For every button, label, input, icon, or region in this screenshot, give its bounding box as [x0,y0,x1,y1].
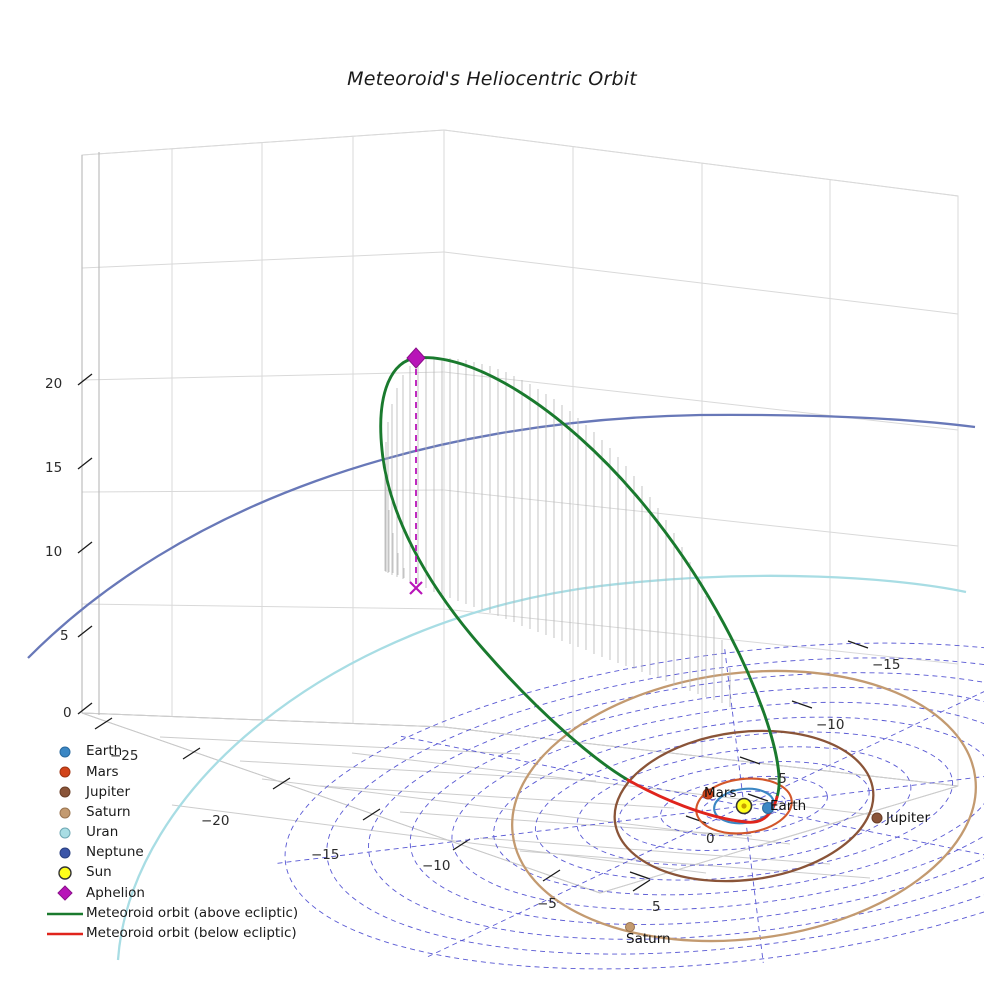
legend-item-jupiter[interactable]: Jupiter [44,782,294,802]
legend-label-saturn: Saturn [86,803,131,820]
saturn-label: Saturn [626,931,671,947]
y-axis-ticks [629,640,869,880]
neptune-marker-icon [44,843,86,863]
z-tick-label-20: 20 [45,376,63,392]
orbit-jupiter [613,729,875,883]
legend-label-sun: Sun [86,864,112,881]
aphelion-diamond-icon [44,883,86,903]
planet-marker-saturn [625,922,635,932]
z-tick-label-15: 15 [45,460,63,476]
x-tick-label-m25: −25 [110,748,139,764]
sun-marker [735,797,753,815]
mars-label: Mars [704,785,737,801]
z-axis-ticks [77,373,93,715]
pane-grid-back [81,129,445,728]
legend-label-aphelion: Aphelion [86,884,145,901]
z-tick-label-5: 5 [60,628,69,644]
orbit-uran [116,574,967,961]
sun-marker-icon [44,863,86,883]
legend-label-uran: Uran [86,824,119,841]
y-tick-label-m10: −10 [816,717,845,733]
x-tick-label-5: 5 [652,899,661,915]
legend-item-saturn[interactable]: Saturn [44,803,294,823]
z-axis-spine [81,152,100,715]
legend-item-uran[interactable]: Uran [44,823,294,843]
page-title: Meteoroid's Heliocentric Orbit [347,68,637,90]
red-line-icon [44,924,86,944]
legend-label-orbit-below: Meteoroid orbit (below ecliptic) [86,925,297,942]
meteoroid-orbit-above-ecliptic [379,356,781,799]
green-line-icon [44,904,86,924]
x-tick-label-0: 0 [706,831,715,847]
chart-legend: Earth Mars Jupiter Saturn Uran [44,742,298,944]
y-tick-label-m5: −5 [767,771,787,787]
mars-marker-icon [44,762,86,782]
uran-marker-icon [44,823,86,843]
orbit-saturn [511,669,977,943]
legend-label-neptune: Neptune [86,844,144,861]
x-tick-label-m20: −20 [201,813,230,829]
legend-item-orbit-above[interactable]: Meteoroid orbit (above ecliptic) [44,904,298,924]
legend-item-mars[interactable]: Mars [44,762,294,782]
saturn-marker-icon [44,803,86,823]
earth-label: Earth [770,798,807,814]
legend-label-mars: Mars [86,763,119,780]
x-axis-ticks [94,717,651,892]
y-tick-label-m15: −15 [872,657,901,673]
planet-marker-earth [762,802,774,814]
planet-marker-mars [702,788,714,800]
aphelion-projection-x-marker [409,581,423,595]
legend-item-neptune[interactable]: Neptune [44,843,294,863]
x-tick-label-m10: −10 [422,858,451,874]
ecliptic-polar-grid [277,642,984,970]
legend-item-earth[interactable]: Earth [44,742,294,762]
x-tick-label-m5: −5 [537,896,557,912]
legend-label-jupiter: Jupiter [86,783,131,800]
orbit-neptune [27,413,976,659]
legend-item-aphelion[interactable]: Aphelion [44,883,294,903]
jupiter-marker-icon [44,782,86,802]
legend-item-orbit-below[interactable]: Meteoroid orbit (below ecliptic) [44,924,297,944]
earth-marker-icon [44,742,86,762]
x-tick-label-m15: −15 [311,847,340,863]
legend-item-sun[interactable]: Sun [44,863,294,883]
planet-marker-jupiter [871,812,883,824]
legend-label-orbit-above: Meteoroid orbit (above ecliptic) [86,904,299,921]
legend-label-earth: Earth [86,743,123,760]
z-tick-label-10: 10 [45,544,63,560]
jupiter-label: Jupiter [886,810,931,826]
aphelion-marker [406,347,426,369]
orbit-stems [384,358,731,707]
z-tick-label-0: 0 [63,705,72,721]
